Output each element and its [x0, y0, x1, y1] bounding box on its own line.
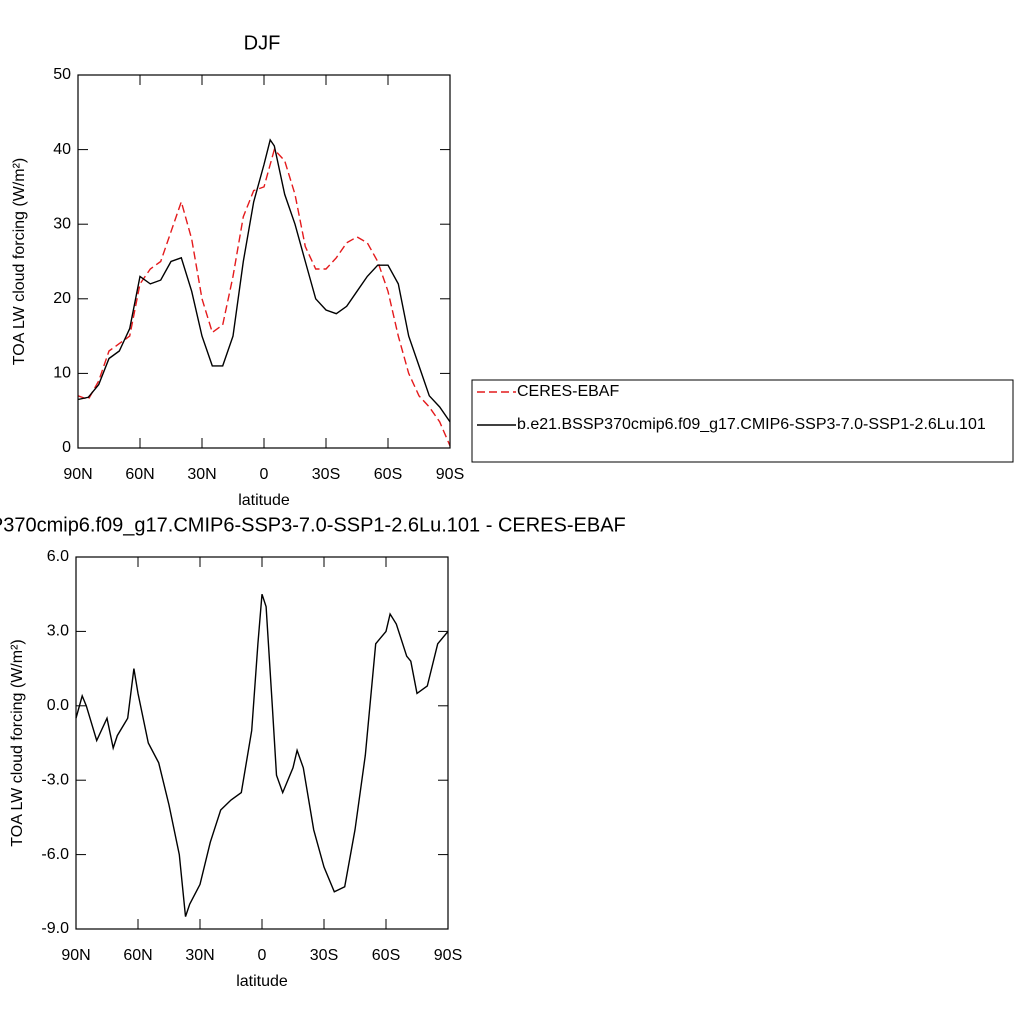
data-line [77, 138, 451, 423]
x-axis-label: latitude [238, 492, 290, 509]
y-tick-label: 30 [53, 215, 71, 232]
x-tick-label: 60S [372, 947, 400, 964]
chart-title: b.e21.BSSP370cmip6.f09_g17.CMIP6-SSP3-7.… [0, 514, 626, 536]
x-tick-label: 90N [61, 947, 90, 964]
y-axis-label: TOA LW cloud forcing (W/m²) [9, 639, 26, 846]
data-line [75, 593, 449, 917]
x-tick-label: 30N [187, 466, 216, 483]
y-tick-label: -3.0 [41, 771, 69, 788]
x-tick-label: 90N [63, 466, 92, 483]
chart-title: DJF [244, 32, 281, 54]
x-tick-label: 0 [260, 466, 269, 483]
y-tick-label: 20 [53, 290, 71, 307]
plot-frame [77, 74, 451, 449]
legend-box [471, 379, 1014, 463]
y-tick-label: 6.0 [47, 548, 69, 565]
y-tick-label: 0 [62, 439, 71, 456]
x-tick-label: 60N [123, 947, 152, 964]
x-tick-label: 30S [310, 947, 338, 964]
y-tick-label: 10 [53, 365, 71, 382]
y-tick-label: 40 [53, 141, 71, 158]
plot-frame [75, 556, 449, 930]
x-tick-label: 30S [312, 466, 340, 483]
x-tick-label: 60S [374, 466, 402, 483]
y-tick-label: 3.0 [47, 623, 69, 640]
x-tick-label: 90S [436, 466, 464, 483]
x-tick-label: 0 [258, 947, 267, 964]
x-tick-label: 60N [125, 466, 154, 483]
y-axis-label: TOA LW cloud forcing (W/m²) [11, 158, 28, 365]
y-tick-label: -9.0 [41, 920, 69, 937]
data-line [77, 148, 451, 447]
x-axis-label: latitude [236, 973, 288, 990]
y-tick-label: 0.0 [47, 697, 69, 714]
x-tick-label: 90S [434, 947, 462, 964]
x-tick-label: 30N [185, 947, 214, 964]
y-tick-label: 50 [53, 66, 71, 83]
legend-label: CERES-EBAF [517, 383, 619, 400]
legend-label: b.e21.BSSP370cmip6.f09_g17.CMIP6-SSP3-7.… [517, 416, 986, 433]
y-tick-label: -6.0 [41, 846, 69, 863]
